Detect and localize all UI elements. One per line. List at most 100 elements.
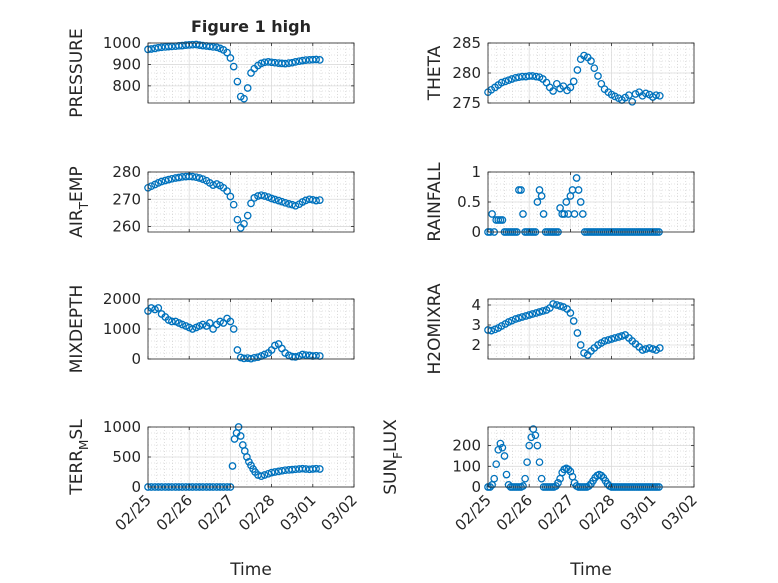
data-point: [528, 72, 537, 80]
data-point: [271, 58, 279, 67]
x-tick-label: 02/27: [534, 491, 577, 534]
data-point: [641, 89, 650, 98]
data-point: [562, 198, 571, 206]
y-tick-label: 270: [112, 190, 141, 208]
data-point: [312, 196, 320, 205]
data-point: [257, 191, 266, 200]
data-point: [223, 187, 231, 195]
data-point: [497, 78, 506, 87]
x-tick-label: 03/01: [616, 491, 659, 534]
subplot-2: 275 280 285 THETA: [425, 34, 695, 112]
data-point: [566, 309, 575, 317]
data-point: [564, 465, 573, 474]
y-tick-label: 280: [112, 163, 141, 181]
data-point: [525, 441, 534, 450]
data-point: [178, 41, 187, 50]
data-point: [587, 57, 595, 65]
y-tick-label: 2000: [103, 290, 141, 308]
data-point: [638, 346, 647, 354]
y-tick-label: 1000: [103, 320, 141, 338]
subplot-3: 260 270 280 AIRTEMP: [67, 163, 355, 238]
data-point: [281, 198, 290, 207]
x-tick-label: 02/28: [575, 491, 618, 534]
data-point: [247, 199, 255, 208]
data-point: [502, 470, 511, 479]
data-point: [168, 174, 176, 183]
data-point: [278, 466, 286, 475]
data-point: [154, 43, 163, 52]
x-tick-label: 02/25: [452, 491, 495, 534]
data-point: [522, 312, 530, 320]
data-point: [291, 58, 300, 66]
data-point: [528, 310, 537, 318]
subplot-8: 0 100 200 SUNFLUX 02/2502/2602/2702/2803/010…: [381, 419, 701, 580]
data-point: [285, 200, 293, 208]
data-point: [500, 452, 509, 460]
data-point: [535, 458, 544, 467]
data-point: [538, 307, 547, 315]
data-point: [504, 76, 513, 85]
data-point: [572, 174, 581, 182]
data-point: [576, 341, 585, 349]
axes-box: [487, 426, 695, 488]
y-axis-label: H2OMIXRA: [425, 283, 445, 374]
data-point: [655, 91, 664, 100]
data-point: [267, 194, 276, 203]
x-tick-label: 02/26: [153, 491, 196, 534]
y-tick-label: 0: [131, 350, 141, 368]
data-point: [209, 325, 217, 333]
y-tick-label: 0: [471, 478, 481, 496]
data-point: [537, 474, 546, 483]
data-point: [240, 94, 248, 103]
data-point: [157, 177, 166, 186]
data-point: [164, 175, 173, 184]
data-point: [597, 79, 606, 88]
data-point: [573, 329, 582, 337]
x-tick-label: 02/26: [493, 491, 536, 534]
data-point: [198, 175, 207, 183]
data-point: [525, 311, 534, 319]
data-point: [580, 51, 588, 60]
data-point: [496, 439, 505, 448]
data-point: [648, 345, 657, 353]
data-point: [645, 344, 654, 352]
data-point: [533, 198, 542, 206]
y-tick-label: 0.5: [457, 193, 481, 211]
data-point: [229, 200, 238, 209]
data-point: [154, 304, 163, 312]
data-point: [492, 460, 501, 469]
data-point: [240, 219, 248, 228]
data-point: [195, 174, 204, 182]
x-tick-label: 02/28: [235, 491, 278, 534]
data-point: [549, 87, 557, 95]
data-point: [209, 43, 217, 51]
data-point: [250, 353, 259, 362]
data-point: [271, 341, 279, 350]
data-point: [539, 210, 548, 218]
data-point: [556, 302, 564, 310]
data-point: [281, 59, 290, 68]
data-point: [618, 332, 626, 340]
data-point: [271, 468, 279, 476]
data-point: [226, 192, 235, 201]
x-axis-label: Time: [569, 560, 612, 580]
data-point: [631, 90, 640, 98]
subplot-1: 800 900 1000 PRESSURE Figure 1 high: [67, 17, 355, 118]
data-point: [198, 320, 207, 329]
x-axis-label: Time: [229, 560, 272, 580]
data-series: [144, 172, 324, 232]
data-point: [655, 344, 664, 352]
data-point: [569, 77, 578, 86]
x-tick-label: 03/01: [276, 491, 319, 534]
data-point: [508, 316, 516, 325]
y-axis-label: RAINFALL: [425, 162, 445, 242]
data-point: [585, 482, 593, 490]
data-point: [554, 479, 562, 487]
data-point: [576, 198, 585, 206]
data-series: [144, 304, 324, 363]
data-point: [223, 48, 231, 57]
data-point: [198, 41, 207, 50]
x-tick-label: 03/02: [318, 491, 361, 534]
subplot-title: Figure 1 high: [191, 17, 311, 36]
data-point: [628, 97, 637, 106]
